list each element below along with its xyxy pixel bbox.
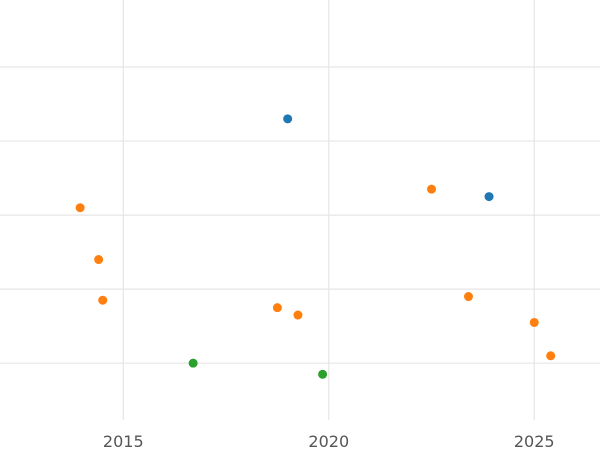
x-tick-label: 2025	[514, 432, 555, 450]
x-tick-label: 2015	[103, 432, 144, 450]
data-point-s1-8	[546, 351, 556, 361]
data-point-s2-0	[188, 358, 198, 368]
data-point-s0-1	[484, 192, 494, 202]
data-point-s1-5	[427, 184, 437, 194]
data-point-s1-7	[529, 317, 539, 327]
data-point-s1-0	[75, 203, 85, 213]
x-tick-label: 2020	[308, 432, 349, 450]
data-point-s0-0	[283, 114, 293, 124]
grid	[0, 0, 600, 420]
data-point-s1-2	[98, 295, 108, 305]
data-points	[75, 114, 556, 379]
data-point-s1-3	[272, 303, 282, 313]
data-point-s1-1	[94, 255, 104, 265]
x-axis-ticks: 2015 2020 2025	[103, 432, 555, 450]
data-point-s1-4	[293, 310, 303, 320]
data-point-s2-1	[318, 369, 328, 379]
data-point-s1-6	[463, 292, 473, 302]
